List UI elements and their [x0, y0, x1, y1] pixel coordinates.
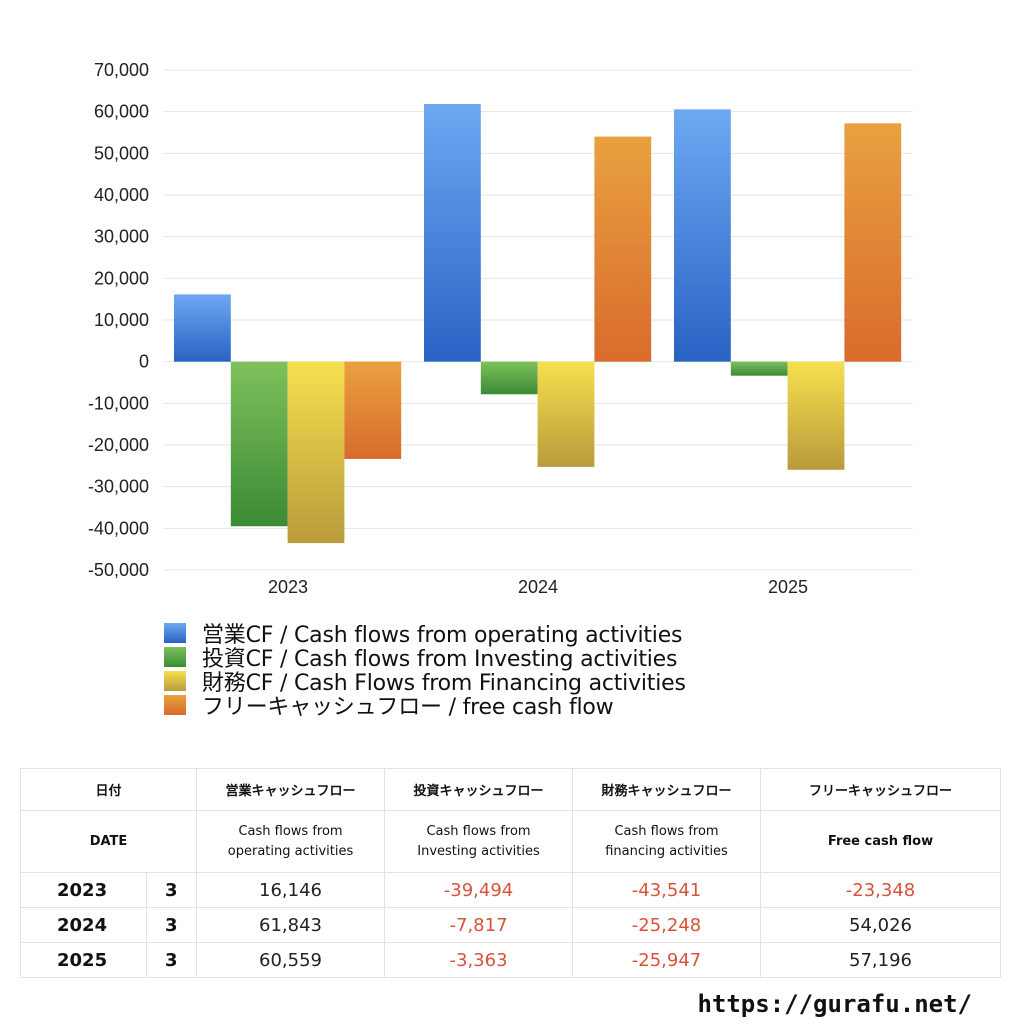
- x-tick-label: 2025: [768, 577, 808, 597]
- legend-label-financing: 財務CF / Cash Flows from Financing activit…: [202, 671, 686, 696]
- y-tick-label: 60,000: [94, 102, 149, 122]
- header-investing-jp: 投資キャッシュフロー: [384, 768, 574, 811]
- row-fcf: 54,026: [760, 907, 1002, 943]
- row-year: 2025: [20, 942, 147, 978]
- row-month: 3: [145, 942, 198, 978]
- legend-item-investing: 投資CF / Cash flows from Investing activit…: [164, 645, 686, 672]
- y-tick-label: -50,000: [88, 560, 149, 580]
- y-tick-label: 50,000: [94, 143, 149, 163]
- row-fcf: -23,348: [760, 872, 1002, 908]
- row-investing: -3,363: [384, 942, 574, 978]
- row-month: 3: [145, 872, 198, 908]
- bar-financing-2025: [787, 361, 845, 470]
- legend-swatch-operating: [164, 623, 186, 643]
- x-tick-label: 2023: [268, 577, 308, 597]
- table-row: 2025 3 60,559 -3,363 -25,947 57,196: [20, 942, 1002, 978]
- bar-operating-2025: [674, 109, 731, 362]
- bar-investing-2025: [730, 361, 788, 376]
- legend-label-operating: 営業CF / Cash flows from operating activit…: [202, 623, 683, 648]
- legend-swatch-investing: [164, 647, 186, 667]
- y-tick-label: 0: [139, 352, 149, 372]
- row-year: 2024: [20, 907, 147, 943]
- legend: 営業CF / Cash flows from operating activit…: [164, 621, 686, 720]
- legend-item-operating: 営業CF / Cash flows from operating activit…: [164, 621, 686, 648]
- bar-investing-2023: [230, 361, 288, 527]
- legend-item-free-cash-flow: フリーキャッシュフロー / free cash flow: [164, 693, 686, 720]
- header-financing-jp: 財務キャッシュフロー: [572, 768, 762, 811]
- legend-label-free-cash-flow: フリーキャッシュフロー / free cash flow: [202, 695, 614, 720]
- legend-item-financing: 財務CF / Cash Flows from Financing activit…: [164, 669, 686, 696]
- table-row: 2023 3 16,146 -39,494 -43,541 -23,348: [20, 872, 1002, 908]
- header-investing-en-line1: Cash flows from: [426, 823, 531, 839]
- header-fcf-jp: フリーキャッシュフロー: [760, 768, 1002, 811]
- cash-flow-chart: 70,000 60,000 50,000 40,000 30,000 20,000 10,0…: [88, 60, 913, 597]
- bar-free-cash-flow-2023: [344, 361, 402, 459]
- header-fcf-en: Free cash flow: [760, 810, 1002, 873]
- header-investing-en-line2: Investing activities: [417, 843, 540, 859]
- row-month: 3: [145, 907, 198, 943]
- y-tick-label: 40,000: [94, 185, 149, 205]
- header-date-en: DATE: [19, 810, 198, 873]
- row-operating: 16,146: [196, 872, 386, 908]
- legend-swatch-free-cash-flow: [164, 695, 186, 715]
- row-year: 2023: [20, 872, 147, 908]
- row-operating: 60,559: [196, 942, 386, 978]
- y-tick-label: 30,000: [94, 227, 149, 247]
- header-financing-en-line2: financing activities: [605, 843, 728, 859]
- row-financing: -25,947: [572, 942, 762, 978]
- bar-free-cash-flow-2024: [594, 136, 652, 362]
- table-header-jp: 日付 営業キャッシュフロー 投資キャッシュフロー 財務キャッシュフロー フリーキ…: [19, 768, 1002, 811]
- row-financing: -43,541: [572, 872, 762, 908]
- header-financing-en: Cash flows from financing activities: [572, 810, 762, 873]
- row-operating: 61,843: [196, 907, 386, 943]
- bar-financing-2023: [287, 361, 345, 544]
- row-investing: -39,494: [384, 872, 574, 908]
- header-date-jp: 日付: [19, 768, 198, 811]
- header-operating-en-line2: operating activities: [227, 843, 354, 859]
- y-tick-label: 70,000: [94, 60, 149, 80]
- y-axis-ticks: 70,000 60,000 50,000 40,000 30,000 20,000 10,0…: [88, 60, 149, 580]
- y-tick-label: 20,000: [94, 268, 149, 288]
- y-tick-label: -40,000: [88, 518, 149, 538]
- bar-free-cash-flow-2025: [844, 123, 902, 362]
- bar-investing-2024: [480, 361, 538, 395]
- bar-operating-2023: [174, 294, 231, 362]
- y-tick-label: -30,000: [88, 477, 149, 497]
- header-operating-en: Cash flows from operating activities: [196, 810, 386, 873]
- table-row: 2024 3 61,843 -7,817 -25,248 54,026: [20, 907, 1002, 943]
- header-investing-en: Cash flows from Investing activities: [384, 810, 574, 873]
- site-url[interactable]: https://gurafu.net/: [697, 990, 972, 1018]
- y-tick-label: 10,000: [94, 310, 149, 330]
- table-header-en: DATE Cash flows from operating activitie…: [19, 810, 1002, 873]
- y-tick-label: -20,000: [88, 435, 149, 455]
- y-tick-label: -10,000: [88, 393, 149, 413]
- header-operating-jp: 営業キャッシュフロー: [196, 768, 386, 811]
- row-investing: -7,817: [384, 907, 574, 943]
- row-financing: -25,248: [572, 907, 762, 943]
- header-operating-en-line1: Cash flows from: [238, 823, 343, 839]
- x-axis-ticks: 2023 2024 2025: [268, 577, 808, 597]
- row-fcf: 57,196: [760, 942, 1002, 978]
- bar-financing-2024: [537, 361, 595, 467]
- header-financing-en-line1: Cash flows from: [614, 823, 719, 839]
- legend-label-investing: 投資CF / Cash flows from Investing activit…: [202, 647, 678, 672]
- legend-swatch-financing: [164, 671, 186, 691]
- bars: [174, 103, 902, 544]
- cash-flow-table: 日付 営業キャッシュフロー 投資キャッシュフロー 財務キャッシュフロー フリーキ…: [19, 768, 1002, 978]
- bar-operating-2024: [424, 103, 481, 362]
- x-tick-label: 2024: [518, 577, 558, 597]
